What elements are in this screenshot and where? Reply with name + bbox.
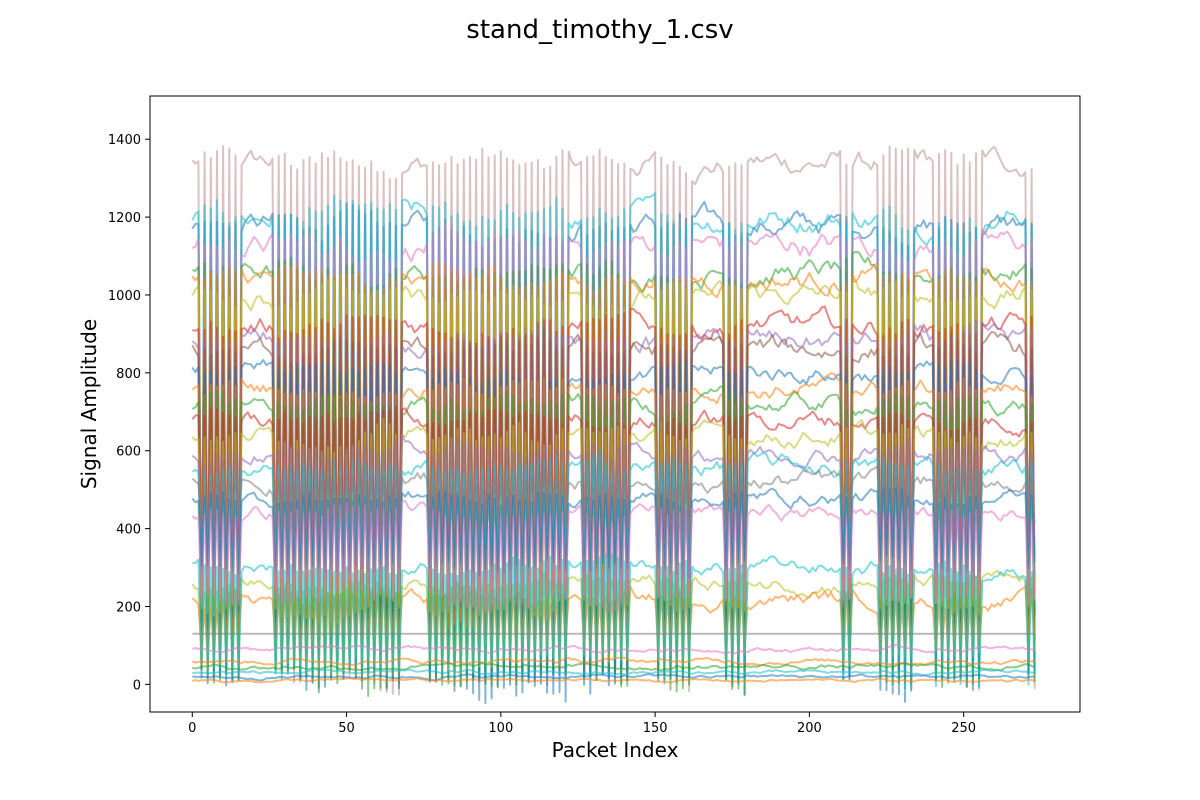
series-line-28 (192, 643, 1035, 655)
series-layer (191, 145, 1036, 705)
y-tick-label: 800 (116, 367, 141, 382)
series-line-29 (191, 677, 1035, 684)
series-line-27 (192, 668, 1035, 677)
chart-title: stand_timothy_1.csv (466, 15, 733, 45)
series-line-26 (192, 672, 1035, 682)
x-axis: 0 50 100 150 200 250 (188, 712, 976, 736)
x-tick-label: 150 (643, 721, 668, 736)
x-axis-label: Packet Index (552, 738, 679, 762)
x-tick-label: 100 (488, 721, 513, 736)
x-tick-label: 250 (951, 721, 976, 736)
y-axis-label: Signal Amplitude (77, 319, 101, 489)
y-tick-label: 1200 (108, 211, 141, 226)
y-tick-label: 1000 (108, 289, 141, 304)
series-line-22 (192, 553, 1036, 678)
series-line-25 (192, 662, 1035, 672)
series-line-19 (191, 499, 1036, 615)
series-line-24 (191, 656, 1035, 667)
y-axis: 0 200 400 600 800 1000 1200 1400 (108, 133, 150, 693)
x-tick-label: 50 (338, 721, 355, 736)
y-tick-label: 200 (116, 600, 141, 615)
y-tick-label: 400 (116, 523, 141, 538)
y-tick-label: 0 (133, 678, 141, 693)
series-line-17 (191, 465, 1036, 542)
x-tick-label: 200 (797, 721, 822, 736)
x-tick-label: 0 (188, 721, 196, 736)
y-tick-label: 600 (116, 445, 141, 460)
y-tick-label: 1400 (108, 133, 141, 148)
plot-frame (149, 95, 1081, 713)
